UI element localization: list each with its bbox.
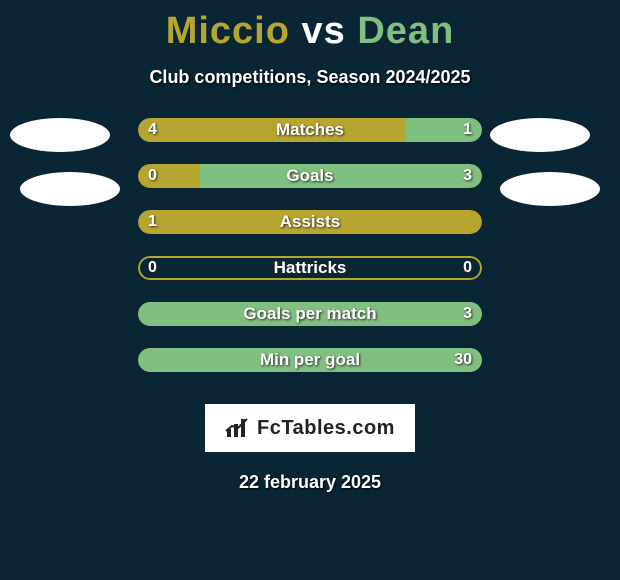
player2-avatar-shadow — [500, 172, 600, 206]
bar-left-fill — [138, 164, 200, 188]
bar-right-fill — [138, 302, 482, 326]
title-vs: vs — [302, 10, 346, 52]
title-player2: Dean — [357, 10, 454, 52]
bar-left-fill — [138, 118, 406, 142]
bar-right-fill — [138, 348, 482, 372]
page-title: Miccio vs Dean — [0, 0, 620, 53]
stat-row: 03Goals — [138, 164, 482, 188]
bar-right-fill — [406, 118, 482, 142]
player2-avatar — [490, 118, 590, 152]
stat-row: 41Matches — [138, 118, 482, 142]
bar-left-fill — [138, 210, 482, 234]
comparison-chart: 41Matches 03Goals 1Assists 00Hattricks 3Goal… — [0, 118, 620, 398]
stat-row: 00Hattricks — [138, 256, 482, 280]
subtitle: Club competitions, Season 2024/2025 — [0, 67, 620, 88]
stat-row: 30Min per goal — [138, 348, 482, 372]
player1-avatar-shadow — [20, 172, 120, 206]
footer-logo: FcTables.com — [205, 404, 415, 452]
bars-container: 41Matches 03Goals 1Assists 00Hattricks 3Goal… — [138, 118, 482, 394]
footer-logo-text: FcTables.com — [257, 417, 395, 440]
footer-date: 22 february 2025 — [0, 472, 620, 493]
bar-right-fill — [200, 164, 482, 188]
player1-avatar — [10, 118, 110, 152]
title-player1: Miccio — [166, 10, 290, 52]
chart-icon — [225, 417, 251, 439]
stat-row: 3Goals per match — [138, 302, 482, 326]
stat-row: 1Assists — [138, 210, 482, 234]
